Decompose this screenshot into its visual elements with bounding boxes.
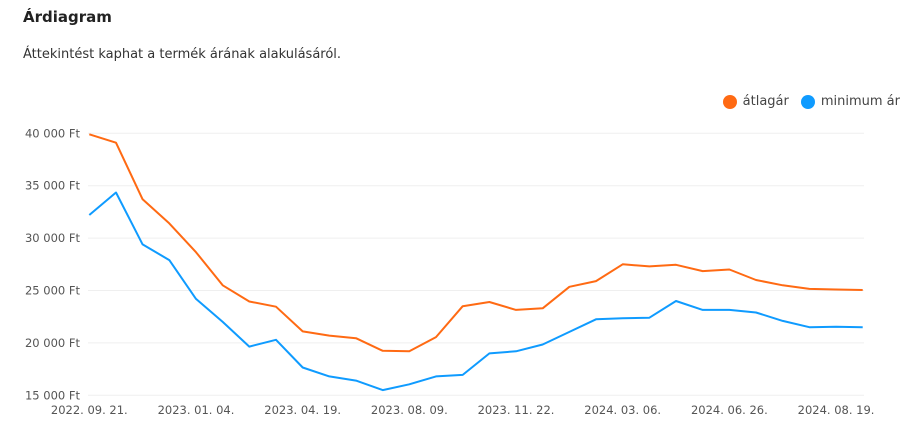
legend-dot-icon — [722, 94, 737, 109]
x-tick-label: 2023. 01. 04. — [158, 403, 235, 417]
y-tick-label: 40 000 Ft — [25, 126, 81, 140]
page-subtitle: Áttekintést kaphat a termék árának alaku… — [23, 47, 342, 62]
legend-label: átlagár — [742, 94, 789, 109]
chart-legend: átlagár minimum ár — [722, 94, 900, 109]
y-tick-label: 30 000 Ft — [25, 231, 81, 245]
x-tick-label: 2024. 06. 26. — [691, 403, 768, 417]
x-tick-label: 2023. 11. 22. — [478, 403, 555, 417]
x-tick-label: 2022. 09. 21. — [51, 403, 128, 417]
series-line-minimum — [88, 191, 863, 392]
page-title: Árdiagram — [23, 8, 112, 26]
y-tick-label: 35 000 Ft — [25, 179, 81, 193]
x-tick-label: 2024. 03. 06. — [584, 403, 661, 417]
x-tick-label: 2023. 04. 19. — [264, 403, 341, 417]
y-tick-label: 25 000 Ft — [25, 284, 81, 298]
x-tick-label: 2024. 08. 19. — [798, 403, 875, 417]
y-tick-label: 15 000 Ft — [25, 388, 81, 402]
legend-label: minimum ár — [820, 94, 900, 109]
series-line-average — [88, 133, 863, 353]
legend-item-average[interactable]: átlagár — [722, 94, 789, 109]
legend-dot-icon — [800, 94, 815, 109]
y-tick-label: 20 000 Ft — [25, 336, 81, 350]
legend-item-minimum[interactable]: minimum ár — [800, 94, 900, 109]
x-tick-label: 2023. 08. 09. — [371, 403, 448, 417]
